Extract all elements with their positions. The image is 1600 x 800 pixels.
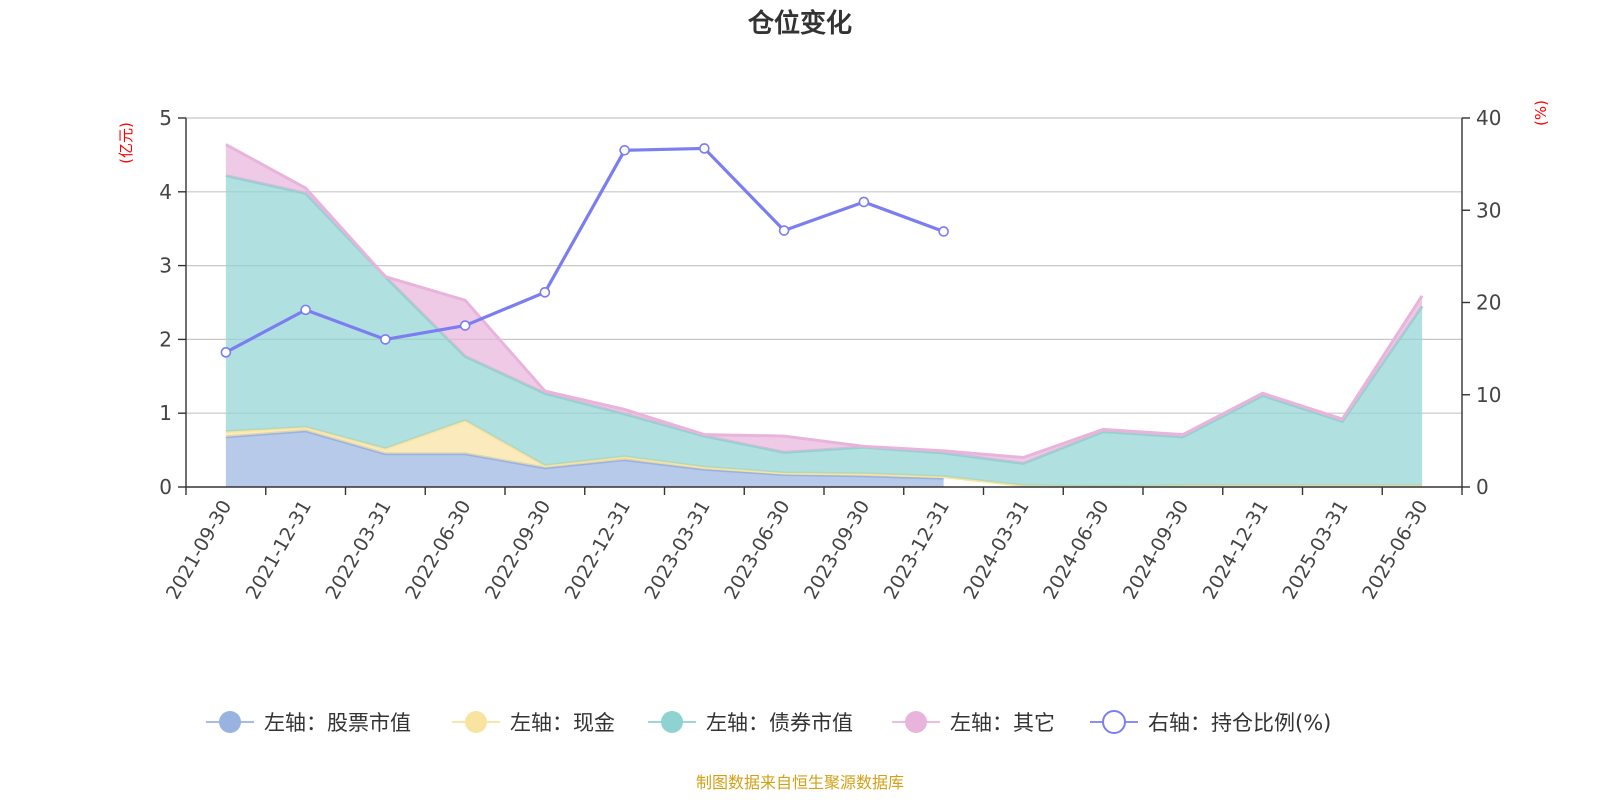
x-axis-tick-label: 2024-03-31 [959,497,1033,604]
ratio-point [699,143,710,154]
right-axis-tick-label: 20 [1476,291,1501,315]
x-axis-tick-label: 2022-09-30 [481,497,555,604]
x-axis-tick-label: 2025-03-31 [1278,497,1352,604]
legend-label: 左轴：其它 [950,711,1055,735]
legend-marker-circle [1102,710,1126,734]
left-axis-tick-label: 5 [159,106,172,130]
right-axis-tick-label: 0 [1476,475,1489,499]
right-axis-tick-label: 10 [1476,383,1501,407]
area-左轴：股票市值 [225,430,944,487]
right-axis-tick-label: 30 [1476,198,1501,222]
right-axis-unit: (%) [1532,100,1550,126]
legend: 左轴：股票市值 左轴：现金 左轴：债券市值 左轴：其它 右轴：持仓比例(%) [206,710,1331,735]
x-axis-tick-label: 2024-06-30 [1039,497,1113,604]
left-axis-tick-label: 1 [159,401,172,425]
line-layer [220,143,949,358]
legend-marker-circle [905,711,927,733]
x-axis-tick-label: 2022-03-31 [321,497,395,604]
ratio-point [938,226,949,237]
chart-title: 仓位变化 [747,8,852,39]
x-axis-tick-label: 2023-09-30 [800,497,874,604]
data-source-note: 制图数据来自恒生聚源数据库 [696,773,904,792]
right-axis-tick-label: 40 [1476,106,1501,130]
left-axis-tick-label: 2 [159,327,172,351]
x-axis-tick-label: 2022-12-31 [561,497,635,604]
x-axis-tick-label: 2021-09-30 [162,497,236,604]
legend-label: 左轴：股票市值 [264,711,411,735]
x-axis-tick-label: 2023-03-31 [640,497,714,604]
ratio-point [619,144,630,156]
left-axis-unit: (亿元) [117,122,135,164]
legend-marker-circle [219,711,241,733]
x-axis-tick-label: 2023-06-30 [720,497,794,604]
x-axis-tick-label: 2023-12-31 [880,497,954,604]
legend-marker-circle [661,711,683,733]
ratio-point [459,320,471,331]
ratio-point [300,304,311,316]
legend-label: 左轴：现金 [510,711,615,735]
area-layer [225,143,1424,488]
left-axis-tick-label: 0 [159,475,172,499]
ratio-point [220,347,232,358]
area-左轴：其它 [225,144,1423,464]
area-左轴：债券市值 [225,175,1423,487]
left-axis-tick-label: 4 [159,180,172,204]
area-edge-左轴：其它 [225,143,1424,460]
left-axis-tick-label: 3 [159,254,172,278]
legend-marker-circle [465,711,487,733]
x-axis-tick-label: 2022-06-30 [401,497,475,604]
ratio-point [539,287,551,298]
legend-label: 右轴：持仓比例(%) [1148,711,1331,735]
ratio-point [858,196,870,208]
x-axis-tick-label: 2024-12-31 [1199,497,1273,604]
x-axis-tick-label: 2024-09-30 [1119,497,1193,604]
legend-label: 左轴：债券市值 [706,711,853,735]
x-axis-tick-label: 2021-12-31 [242,497,316,604]
ratio-point [778,225,790,236]
x-axis-tick-label: 2025-06-30 [1358,497,1432,604]
ratio-point [380,334,391,345]
line-series-ratio [225,146,945,354]
